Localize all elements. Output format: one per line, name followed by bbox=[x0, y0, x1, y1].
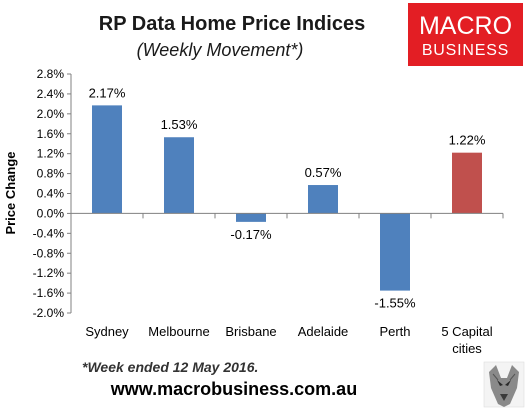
x-category-label: Sydney bbox=[85, 324, 129, 339]
logo-background bbox=[408, 3, 523, 66]
y-tick-label: 2.8% bbox=[37, 67, 65, 81]
data-label: 1.22% bbox=[449, 133, 486, 148]
y-axis: 2.8% 2.4% 2.0% 1.6% 1.2% 0.8% 0.4% 0.0% -0.4% -0.… bbox=[33, 67, 72, 320]
bar bbox=[452, 152, 482, 214]
y-tick-label: 0.8% bbox=[37, 167, 65, 181]
y-tick-label: -0.4% bbox=[33, 226, 65, 240]
y-tick-label: 2.4% bbox=[37, 87, 65, 101]
data-label: -0.17% bbox=[230, 227, 272, 242]
data-label: 2.17% bbox=[89, 85, 126, 100]
logo-line2: BUSINESS bbox=[422, 42, 509, 59]
chart-title: RP Data Home Price Indices bbox=[99, 13, 365, 35]
footnote: *Week ended 12 May 2016. bbox=[82, 359, 258, 375]
wolf-head-icon bbox=[483, 361, 525, 408]
macrobusiness-logo: MACRO BUSINESS bbox=[408, 3, 523, 66]
website-url: www.macrobusiness.com.au bbox=[110, 379, 357, 399]
y-tick-label: 0.4% bbox=[37, 187, 65, 201]
x-category-label: 5 Capital cities bbox=[441, 324, 492, 356]
bar bbox=[236, 213, 266, 222]
y-tick-label: -1.6% bbox=[33, 286, 65, 300]
x-category-label: Adelaide bbox=[298, 324, 349, 339]
data-label: 0.57% bbox=[305, 165, 342, 180]
bar-series: 2.17% 1.53% -0.17% 0.57% -1.55% 1.22% bbox=[89, 85, 486, 310]
y-tick-label: 1.6% bbox=[37, 127, 65, 141]
data-label: 1.53% bbox=[161, 117, 198, 132]
bar bbox=[308, 185, 338, 214]
y-tick-label: 2.0% bbox=[37, 107, 65, 121]
bar bbox=[92, 105, 122, 214]
y-tick-label: 1.2% bbox=[37, 147, 65, 161]
chart-subtitle: (Weekly Movement*) bbox=[137, 40, 304, 60]
x-category-label: Perth bbox=[379, 324, 410, 339]
y-tick-label: 0.0% bbox=[37, 206, 65, 220]
data-label: -1.55% bbox=[374, 296, 416, 311]
x-category-label: Melbourne bbox=[148, 324, 209, 339]
x-category-label: Brisbane bbox=[225, 324, 276, 339]
y-tick-label: -2.0% bbox=[33, 306, 65, 320]
y-axis-label: Price Change bbox=[3, 151, 18, 234]
bar bbox=[164, 137, 194, 214]
logo-line1: MACRO bbox=[419, 12, 512, 40]
x-axis: Sydney Melbourne Brisbane Adelaide Perth 5 Ca… bbox=[70, 212, 504, 356]
bar bbox=[380, 213, 410, 291]
y-tick-label: -1.2% bbox=[33, 266, 65, 280]
y-tick-label: -0.8% bbox=[33, 246, 65, 260]
